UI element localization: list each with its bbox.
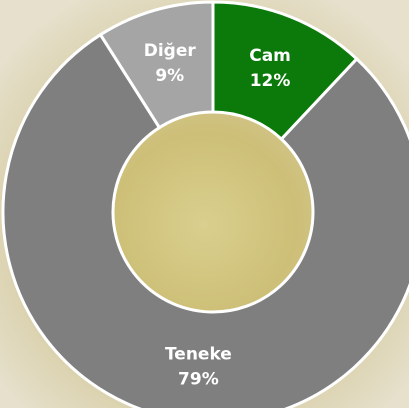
donut-segment (1, 32, 409, 408)
segment-label: Diğer (144, 41, 197, 61)
segment-value-label: 9% (155, 66, 184, 86)
segment-value-label: 79% (178, 369, 219, 389)
segment-label: Cam (249, 46, 291, 66)
segment-label: Teneke (165, 344, 232, 364)
donut-segment (98, 0, 215, 130)
segment-value-label: 12% (250, 71, 291, 91)
